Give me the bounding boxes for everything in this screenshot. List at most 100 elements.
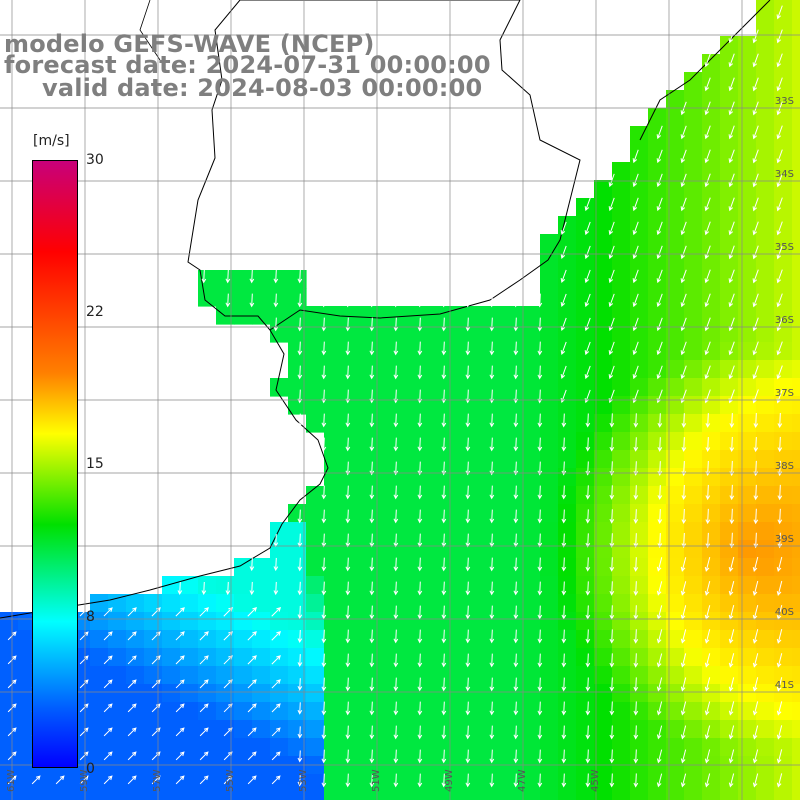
wind-arrow [680,629,687,644]
wind-speed-cell [396,648,415,667]
wind-arrow [369,701,375,716]
wind-speed-cell [576,432,595,451]
wind-speed-cell [774,144,793,163]
wind-speed-cell [162,594,181,613]
wind-speed-cell [684,252,703,271]
wind-speed-cell [504,360,523,379]
wind-speed-cell [720,414,739,433]
wind-speed-cell [720,396,739,415]
wind-speed-cell [774,54,793,73]
wind-arrow [656,653,663,668]
wind-speed-cell [594,792,613,800]
wind-speed-cell [666,324,685,343]
wind-speed-cell [432,648,451,667]
wind-speed-cell [594,720,613,739]
wind-arrow [441,677,447,692]
wind-arrow [728,173,735,188]
wind-arrow [345,365,351,380]
wind-speed-cell [720,72,739,91]
wind-speed-cell [468,342,487,361]
wind-speed-cell [756,144,775,163]
wind-arrow [728,29,735,44]
wind-arrow [537,317,543,332]
wind-speed-cell [90,648,109,667]
wind-speed-cell [558,378,577,397]
wind-speed-cell [90,702,109,721]
wind-arrow [199,775,209,785]
lat-label: 37S [775,388,794,399]
wind-speed-cell [702,360,721,379]
wind-arrow [656,293,663,308]
wind-speed-cell [612,774,631,793]
wind-speed-cell [666,108,685,127]
wind-speed-cell [702,54,721,73]
wind-arrow [680,173,687,188]
wind-arrow [297,581,303,596]
wind-arrow [175,727,185,737]
wind-speed-cell [162,738,181,757]
wind-speed-cell [666,720,685,739]
wind-speed-cell [522,594,541,613]
wind-arrow [489,701,495,716]
wind-speed-cell [684,576,703,595]
wind-speed-cell [594,468,613,487]
wind-arrow [728,701,735,716]
wind-arrow [151,727,161,737]
wind-arrow [657,437,663,452]
wind-speed-cell [522,306,541,325]
wind-speed-cell [684,720,703,739]
wind-speed-cell [414,774,433,793]
wind-speed-cell [288,270,307,289]
wind-speed-cell [630,162,649,181]
wind-speed-cell [342,630,361,649]
wind-speed-cell [486,468,505,487]
wind-speed-cell [162,648,181,667]
wind-speed-cell [306,666,325,685]
wind-speed-cell [324,702,343,721]
wind-speed-cell [288,702,307,721]
wind-speed-cell [198,684,217,703]
wind-speed-cell [180,720,199,739]
wind-arrow [680,677,687,692]
wind-speed-cell [324,684,343,703]
wind-speed-cell [468,576,487,595]
wind-arrow [705,532,711,549]
wind-arrow [489,581,495,596]
wind-speed-cell [468,666,487,685]
wind-speed-cell [450,360,469,379]
wind-speed-cell [486,378,505,397]
wind-arrow [369,725,375,740]
wind-speed-cell [738,396,757,415]
wind-arrow [465,653,471,668]
wind-speed-cell [702,630,721,649]
wind-speed-cell [216,306,235,325]
wind-speed-cell [432,594,451,613]
wind-arrow [393,509,399,524]
wind-arrow [537,701,543,716]
wind-speed-cell [468,378,487,397]
wind-arrow [608,173,615,188]
wind-arrow [247,655,257,665]
wind-speed-cell [648,234,667,253]
wind-speed-cell [252,702,271,721]
wind-speed-cell [486,702,505,721]
wind-speed-cell [432,360,451,379]
wind-speed-cell [558,702,577,721]
wind-arrow [249,293,255,308]
wind-speed-cell [522,576,541,595]
wind-arrow [369,341,375,356]
wind-arrow [584,293,591,308]
wind-arrow [680,557,687,572]
wind-speed-cell [288,666,307,685]
wind-speed-cell [378,378,397,397]
wind-speed-cell [648,720,667,739]
wind-arrow [297,629,303,644]
wind-speed-cell [486,306,505,325]
wind-speed-cell [666,630,685,649]
wind-arrow [297,702,303,715]
wind-arrow [728,629,735,644]
wind-speed-cell [342,504,361,523]
wind-speed-cell [612,504,631,523]
wind-speed-cell [630,378,649,397]
wind-speed-cell [126,684,145,703]
